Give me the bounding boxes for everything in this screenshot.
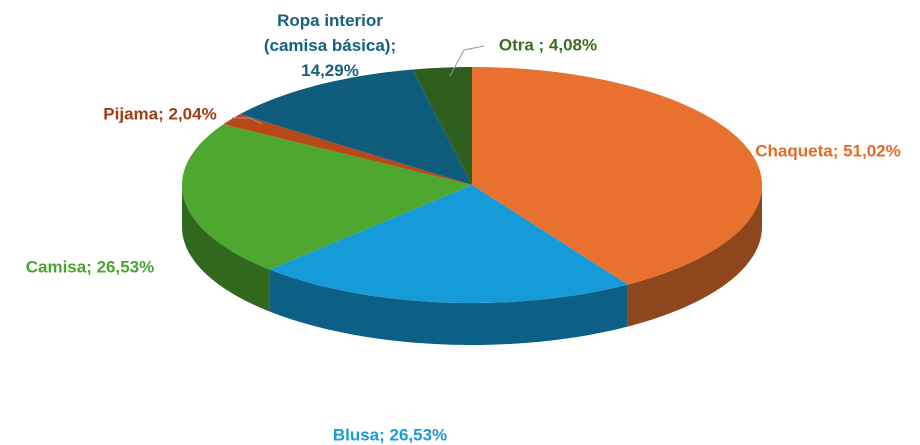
slice-side	[269, 269, 628, 345]
slice-side	[182, 185, 270, 312]
slice	[269, 185, 628, 303]
slice-side	[627, 185, 762, 327]
slice	[182, 124, 472, 270]
slice	[223, 114, 472, 185]
data-label: Otra ; 4,08%	[499, 35, 597, 54]
leader-line	[449, 45, 485, 77]
data-label: Chaqueta; 51,02%	[755, 141, 901, 160]
data-label: Pijama; 2,04%	[103, 104, 216, 123]
slice	[412, 67, 472, 185]
data-label: Blusa; 26,53%	[333, 425, 447, 444]
slice	[472, 67, 762, 285]
data-label-line: 14,29%	[301, 61, 359, 80]
slice	[240, 69, 472, 185]
leader-line	[232, 117, 263, 125]
data-label: Ropa interior (camisa básica); 14,29%	[264, 11, 396, 80]
data-label-line: Ropa interior	[277, 11, 383, 30]
data-label: Camisa; 26,53%	[26, 257, 155, 276]
data-label-line: (camisa básica);	[264, 36, 396, 55]
